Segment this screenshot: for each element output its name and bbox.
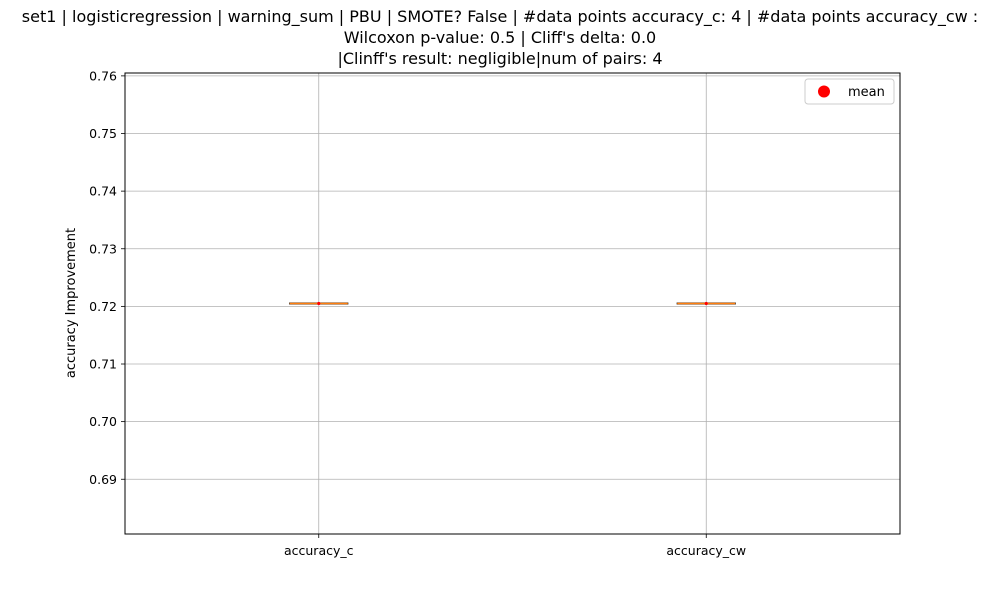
y-tick-label: 0.74 <box>89 184 117 199</box>
y-tick-label: 0.76 <box>89 68 117 83</box>
y-tick-label: 0.69 <box>89 472 117 487</box>
mean-marker-accuracy_c <box>317 301 321 306</box>
plot-frame <box>124 72 901 535</box>
legend-label: mean <box>848 85 885 100</box>
tick-layer: 0.69 0.70 0.71 0.72 0.73 0.74 0.75 0.76 accuracy… <box>89 68 746 558</box>
legend-box <box>804 78 895 105</box>
y-axis-label: accuracy Improvement <box>64 228 79 378</box>
mean-marker-accuracy_cw <box>704 301 708 306</box>
grid-layer <box>125 73 900 534</box>
x-tick-label: accuracy_cw <box>666 543 746 558</box>
chart-title-line-2: Wilcoxon p-value: 0.5 | Cliff's delta: 0… <box>343 28 657 47</box>
legend: mean <box>804 78 895 105</box>
y-tick-label: 0.71 <box>89 357 117 372</box>
box-layer <box>289 301 736 306</box>
y-tick-label: 0.72 <box>89 299 117 314</box>
y-tick-label: 0.70 <box>89 414 117 429</box>
x-tick-label: accuracy_c <box>284 543 354 558</box>
y-tick-label: 0.73 <box>89 241 117 256</box>
legend-mean-marker <box>818 85 830 98</box>
chart-title-line-3: |Clinff's result: negligible|num of pair… <box>337 49 663 68</box>
y-tick-label: 0.75 <box>89 126 117 141</box>
chart-title-line-1: set1 | logisticregression | warning_sum … <box>21 7 979 26</box>
